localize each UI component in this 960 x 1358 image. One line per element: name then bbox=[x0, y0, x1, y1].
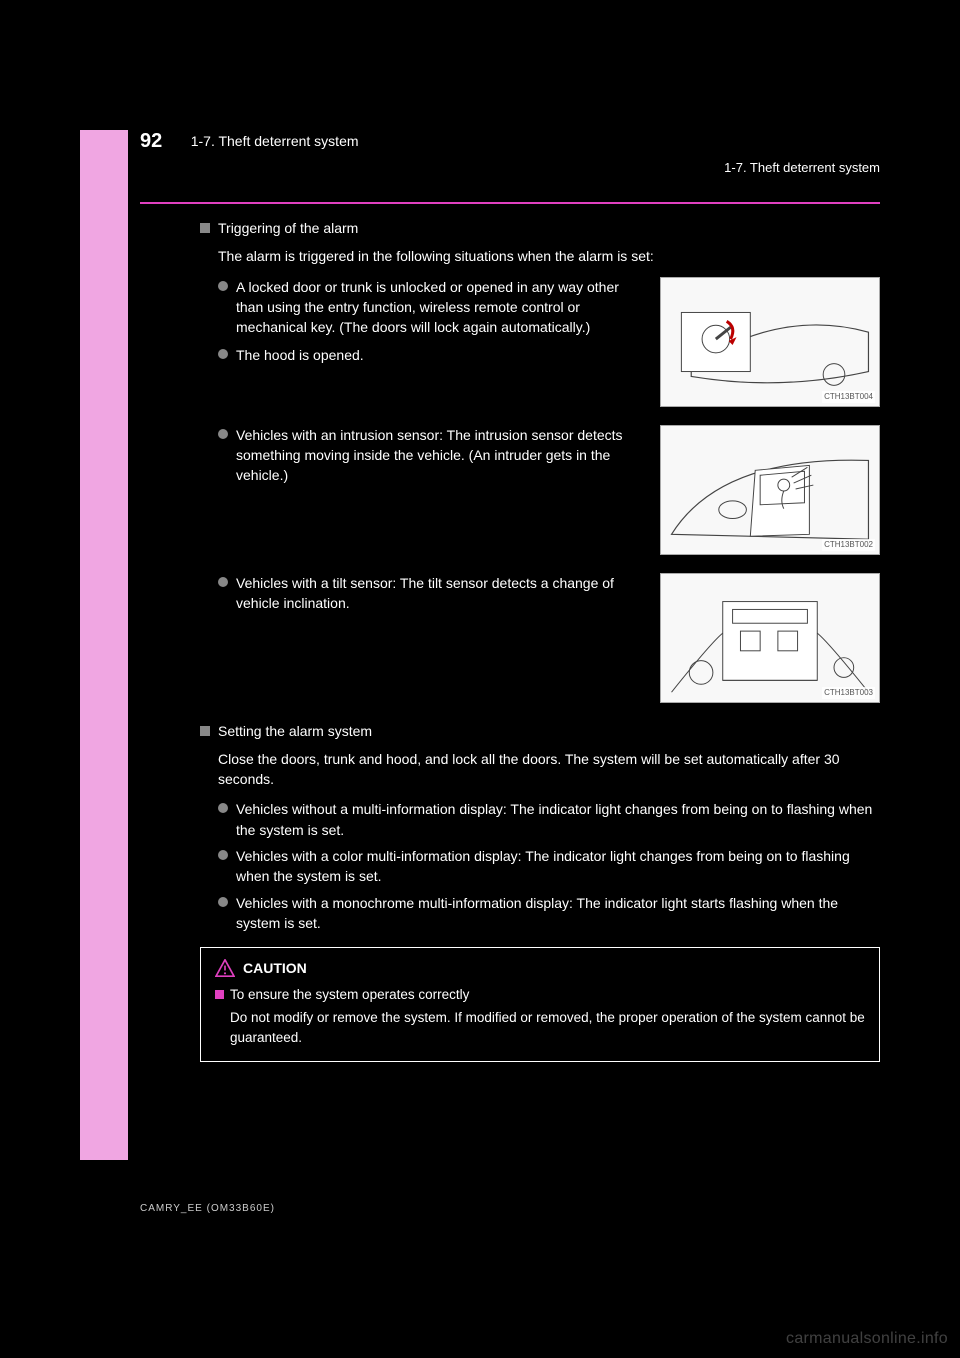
set-item-1: Vehicles with a color multi-information … bbox=[236, 846, 880, 887]
footer-code: CAMRY_EE (OM33B60E) bbox=[140, 1203, 275, 1214]
list-item: Vehicles without a multi-information dis… bbox=[218, 799, 880, 840]
set-item-0: Vehicles without a multi-information dis… bbox=[236, 799, 880, 840]
set-item-2: Vehicles with a monochrome multi-informa… bbox=[236, 893, 880, 934]
bullet-icon bbox=[218, 349, 228, 359]
diagram-engine: CTH13BT003 bbox=[660, 573, 880, 703]
list-item: Vehicles with a monochrome multi-informa… bbox=[218, 893, 880, 934]
caution-heading-text: To ensure the system operates correctly bbox=[230, 987, 469, 1002]
engine-illustration bbox=[661, 574, 879, 702]
list-item: A locked door or trunk is unlocked or op… bbox=[218, 277, 642, 338]
set-bullet-list: Vehicles without a multi-information dis… bbox=[218, 799, 880, 933]
caution-label: CAUTION bbox=[243, 958, 307, 978]
trigger-item-0-text: A locked door or trunk is unlocked or op… bbox=[236, 277, 642, 338]
set-heading-text: Setting the alarm system bbox=[218, 723, 372, 739]
diagram-trunk: CTH13BT004 bbox=[660, 277, 880, 407]
page-content: Triggering of the alarm The alarm is tri… bbox=[200, 218, 880, 1062]
manual-page: 92 1-7. Theft deterrent system 1-7. Thef… bbox=[80, 130, 880, 1230]
page-number: 92 bbox=[140, 130, 162, 153]
bullet-icon bbox=[218, 577, 228, 587]
square-bullet-icon bbox=[200, 726, 210, 736]
trigger-item-row: Vehicles with a tilt sensor: The tilt se… bbox=[218, 573, 880, 711]
caution-box: CAUTION To ensure the system operates co… bbox=[200, 947, 880, 1062]
diagram-code: CTH13BT003 bbox=[822, 687, 875, 699]
header-rule bbox=[140, 202, 880, 204]
caution-heading: To ensure the system operates correctly bbox=[215, 985, 865, 1005]
door-illustration bbox=[661, 426, 879, 554]
trigger-intro: The alarm is triggered in the following … bbox=[218, 246, 880, 266]
list-item: Vehicles with an intrusion sensor: The i… bbox=[218, 425, 642, 486]
bullet-icon bbox=[218, 850, 228, 860]
list-item: The hood is opened. bbox=[218, 345, 642, 365]
square-bullet-icon bbox=[200, 223, 210, 233]
section-path: 1-7. Theft deterrent system bbox=[191, 133, 359, 149]
bullet-icon bbox=[218, 281, 228, 291]
caution-header: CAUTION bbox=[215, 958, 865, 978]
trigger-item-1-text: The hood is opened. bbox=[236, 345, 364, 365]
list-item: Vehicles with a tilt sensor: The tilt se… bbox=[218, 573, 642, 614]
trigger-item-2-text: Vehicles with an intrusion sensor: The i… bbox=[236, 425, 642, 486]
list-item: Vehicles with a color multi-information … bbox=[218, 846, 880, 887]
diagram-code: CTH13BT002 bbox=[822, 539, 875, 551]
trigger-item-text-col: Vehicles with an intrusion sensor: The i… bbox=[218, 425, 660, 494]
trunk-illustration bbox=[661, 278, 879, 406]
diagram-code: CTH13BT004 bbox=[822, 391, 875, 403]
trigger-heading: Triggering of the alarm bbox=[200, 218, 880, 238]
sidebar-stripe bbox=[80, 130, 128, 1160]
bullet-icon bbox=[218, 429, 228, 439]
trigger-item-row: A locked door or trunk is unlocked or op… bbox=[218, 277, 880, 415]
trigger-item-3-text: Vehicles with a tilt sensor: The tilt se… bbox=[236, 573, 642, 614]
warning-triangle-icon bbox=[215, 959, 235, 977]
trigger-heading-text: Triggering of the alarm bbox=[218, 220, 358, 236]
bullet-icon bbox=[218, 803, 228, 813]
page-header: 92 1-7. Theft deterrent system 1-7. Thef… bbox=[140, 130, 880, 182]
caution-body: Do not modify or remove the system. If m… bbox=[230, 1008, 865, 1047]
trigger-item-text-col: A locked door or trunk is unlocked or op… bbox=[218, 277, 660, 374]
bullet-icon bbox=[218, 897, 228, 907]
set-heading: Setting the alarm system bbox=[200, 721, 880, 741]
watermark: carmanualsonline.info bbox=[786, 1330, 948, 1348]
section-title-right: 1-7. Theft deterrent system bbox=[724, 160, 880, 175]
trigger-item-text-col: Vehicles with a tilt sensor: The tilt se… bbox=[218, 573, 660, 622]
square-pink-icon bbox=[215, 990, 224, 999]
trigger-item-row: Vehicles with an intrusion sensor: The i… bbox=[218, 425, 880, 563]
set-intro: Close the doors, trunk and hood, and loc… bbox=[218, 749, 880, 790]
diagram-door: CTH13BT002 bbox=[660, 425, 880, 555]
